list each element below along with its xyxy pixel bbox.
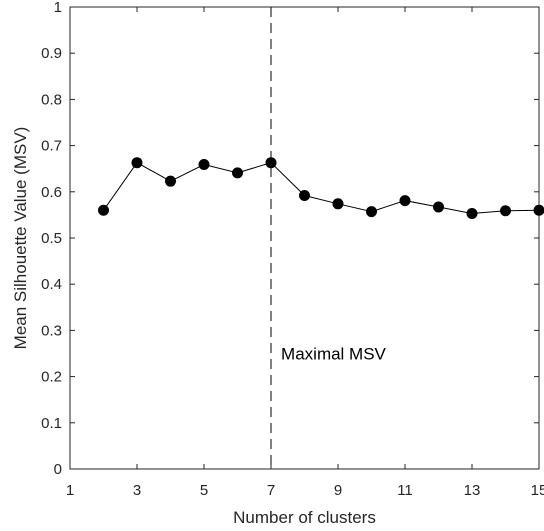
- y-tick-label: 1: [54, 0, 62, 16]
- y-tick-label: 0.8: [41, 91, 62, 108]
- data-point: [265, 157, 277, 169]
- y-tick-label: 0.6: [41, 184, 62, 201]
- data-point: [299, 189, 310, 201]
- x-tick-labels: 1 3 5 7 9 11 13 15: [66, 482, 544, 499]
- data-point: [466, 208, 478, 220]
- data-point: [500, 205, 511, 217]
- y-tick-labels: 0 0.1 0.2 0.3 0.4 0.5 0.6 0.7 0.8 0.9 1: [41, 0, 62, 478]
- y-tick-label: 0.4: [41, 276, 62, 293]
- x-tick-label: 7: [267, 482, 275, 499]
- data-point: [198, 159, 210, 171]
- x-tick-label: 1: [66, 482, 74, 499]
- x-tick-label: 13: [464, 482, 481, 499]
- data-point: [433, 201, 444, 213]
- plot-area: [69, 6, 540, 470]
- data-point: [399, 195, 411, 207]
- msv-series-line: [103, 162, 540, 215]
- maximal-msv-annotation: Maximal MSV: [281, 345, 387, 364]
- y-tick-label: 0: [54, 461, 62, 478]
- data-point: [332, 198, 344, 210]
- x-tick-label: 9: [334, 482, 342, 499]
- y-tick-label: 0.9: [41, 45, 62, 62]
- tick-marks: [69, 6, 540, 470]
- y-tick-label: 0.1: [41, 415, 62, 432]
- y-tick-label: 0.3: [41, 322, 62, 339]
- x-tick-label: 3: [133, 482, 141, 499]
- x-tick-label: 15: [531, 482, 544, 499]
- x-tick-label: 11: [397, 482, 413, 499]
- x-axis-label: Number of clusters: [233, 508, 376, 527]
- data-point: [533, 204, 544, 216]
- msv-data-points: [98, 157, 544, 220]
- x-tick-label: 5: [200, 482, 208, 499]
- y-tick-label: 0.2: [41, 369, 62, 386]
- y-axis-label: Mean Silhouette Value (MSV): [11, 127, 30, 350]
- data-point: [165, 175, 176, 187]
- y-tick-label: 0.5: [41, 230, 62, 247]
- data-point: [98, 204, 109, 216]
- y-tick-label: 0.7: [41, 138, 62, 155]
- data-point: [232, 167, 243, 179]
- data-point: [366, 206, 377, 218]
- data-point: [131, 157, 143, 169]
